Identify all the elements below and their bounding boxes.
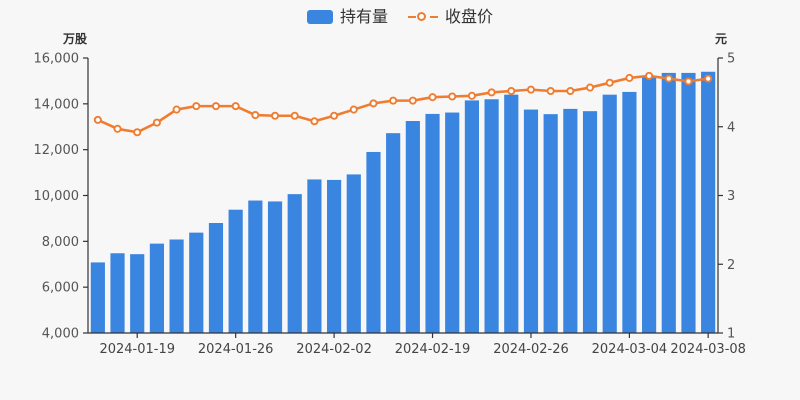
close-price-point-2024-02-27[interactable] [546,86,555,96]
close-price-point-2024-02-08[interactable] [408,96,417,105]
bar-2024-02-27[interactable] [543,114,558,334]
close-price-point-2024-01-19[interactable] [133,128,142,137]
close-price-point-2024-03-08[interactable] [704,74,713,83]
x-axis-tick-label: 2024-03-08 [670,342,746,357]
legend-item-holdings[interactable]: 持有量 [306,7,388,26]
left-axis-tick-label: 8,000 [42,235,79,250]
bar-2024-03-08[interactable] [701,71,716,333]
bar-2024-03-05[interactable] [642,76,657,333]
close-price-point-2024-01-18[interactable] [113,124,122,133]
x-axis-tick-label: 2024-03-04 [592,342,668,357]
bar-2024-01-30[interactable] [267,201,283,333]
right-axis-unit: 元 [715,32,728,46]
close-price-point-2024-01-31[interactable] [290,111,299,120]
x-axis-tick-label: 2024-01-26 [198,342,274,357]
close-price-point-2024-01-22[interactable] [152,118,161,127]
x-axis-tick-label: 2024-02-02 [296,342,372,357]
bar-2024-02-21[interactable] [464,100,479,334]
legend-bar-swatch-icon [306,10,333,24]
close-price-point-2024-03-04[interactable] [625,73,634,82]
close-price-point-2024-02-26[interactable] [526,85,536,94]
legend-line-marker-icon [408,11,438,23]
bar-2024-03-01[interactable] [602,94,617,333]
close-price-point-2024-01-23[interactable] [172,105,181,114]
bar-2024-02-26[interactable] [523,109,539,333]
close-price-point-2024-03-06[interactable] [664,74,673,83]
bar-2024-02-29[interactable] [582,111,598,333]
bar-2024-01-17[interactable] [90,262,105,333]
bar-2024-02-22[interactable] [484,99,499,333]
bar-2024-02-20[interactable] [445,112,460,333]
bar-2024-02-01[interactable] [307,179,322,333]
bar-2024-01-18[interactable] [110,253,125,333]
close-price-point-2024-03-05[interactable] [645,71,654,80]
bar-2024-01-31[interactable] [287,194,302,334]
right-axis-tick-label: 1 [727,327,735,342]
legend-item-close-price[interactable]: 收盘价 [408,9,493,25]
bar-2024-01-24[interactable] [189,232,204,334]
close-price-point-2024-02-22[interactable] [487,88,496,97]
chart-legend: 持有量 收盘价 [0,2,800,32]
close-price-point-2024-02-28[interactable] [566,86,575,96]
bar-2024-01-26[interactable] [228,209,243,333]
x-axis-tick-label: 2024-01-19 [99,342,175,357]
bar-2024-01-22[interactable] [149,243,164,334]
close-price-point-2024-02-01[interactable] [310,117,319,126]
left-axis-tick-label: 16,000 [34,52,80,67]
bar-2024-02-28[interactable] [563,108,578,333]
close-price-point-2024-02-06[interactable] [369,99,378,108]
left-axis-tick-label: 10,000 [34,189,80,204]
close-price-point-2024-02-07[interactable] [389,96,398,105]
bar-2024-02-06[interactable] [366,151,381,333]
right-axis-tick-label: 3 [727,189,735,204]
close-price-point-2024-02-05[interactable] [349,105,358,114]
close-price-point-2024-01-26[interactable] [231,102,240,111]
close-price-point-2024-01-25[interactable] [211,102,221,111]
bar-2024-03-06[interactable] [661,72,676,334]
bar-2024-02-23[interactable] [504,94,519,333]
bar-2024-01-23[interactable] [169,239,184,334]
bar-2024-01-19[interactable] [130,254,145,333]
close-price-point-2024-02-20[interactable] [448,92,457,101]
legend-label-holdings: 持有量 [339,7,388,26]
legend-label-close-price: 收盘价 [445,7,494,26]
right-axis-tick-label: 4 [727,120,735,135]
bar-2024-02-07[interactable] [386,133,401,333]
close-price-point-2024-03-01[interactable] [605,78,614,87]
close-price-point-2024-01-24[interactable] [192,102,201,111]
close-price-point-2024-01-17[interactable] [93,115,102,124]
left-axis-tick-label: 14,000 [34,97,80,112]
close-price-point-2024-01-30[interactable] [270,111,280,120]
close-price-point-2024-02-21[interactable] [467,91,476,100]
close-price-point-2024-02-29[interactable] [585,83,595,92]
bar-2024-02-02[interactable] [327,179,342,333]
left-axis-tick-label: 4,000 [42,327,79,342]
bar-2024-01-29[interactable] [248,200,263,333]
bar-2024-01-25[interactable] [208,223,224,333]
close-price-point-2024-02-19[interactable] [428,93,437,102]
bar-2024-02-19[interactable] [425,113,440,333]
close-price-point-2024-02-02[interactable] [330,111,339,120]
close-price-point-2024-01-29[interactable] [251,111,260,120]
close-price-point-2024-03-07[interactable] [684,77,693,86]
right-axis-tick-label: 2 [727,258,735,273]
bar-2024-03-04[interactable] [622,91,637,333]
bar-2024-02-05[interactable] [346,174,361,333]
bar-2024-03-07[interactable] [681,72,696,334]
bar-2024-02-08[interactable] [405,121,420,334]
x-axis-tick-label: 2024-02-26 [493,342,569,357]
right-axis-tick-label: 5 [727,52,735,67]
left-axis-unit: 万股 [63,32,88,46]
left-axis-tick-label: 12,000 [34,143,80,158]
close-price-point-2024-02-23[interactable] [507,86,516,96]
left-axis-tick-label: 6,000 [42,281,79,296]
x-axis-tick-label: 2024-02-19 [395,342,471,357]
